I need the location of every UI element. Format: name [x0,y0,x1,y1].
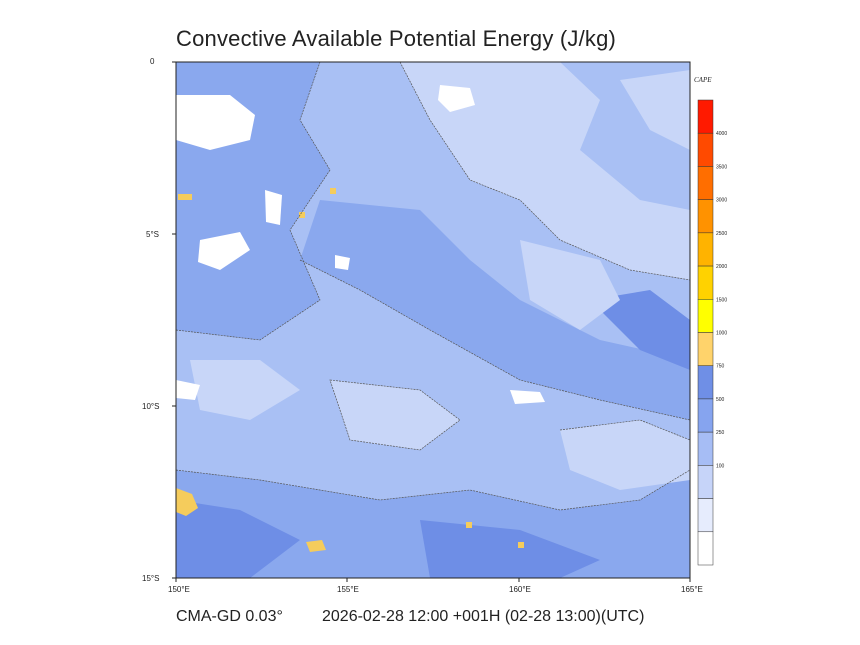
colorbar-swatch [697,232,714,267]
x-tick-label: 165°E [681,585,703,594]
chart-title: Convective Available Potential Energy (J… [176,26,617,51]
colorbar-swatch [697,132,714,167]
colorbar-label: 100 [716,463,725,469]
y-tick-label: 5°S [146,230,159,239]
colorbar-swatch [697,365,714,400]
cape-field [176,62,690,578]
y-axis: 0 5°S 10°S 15°S [142,57,176,583]
colorbar-swatch [697,465,714,499]
colorbar-label: 2500 [716,231,727,237]
y-tick-label: 0 [150,57,155,66]
x-tick-label: 155°E [337,585,359,594]
map-frame [175,61,691,579]
colorbar-swatch [697,431,714,466]
colorbar-swatch [697,332,714,366]
colorbar-label: 4000 [716,131,727,137]
colorbar-label: 250 [716,430,725,436]
colorbar-label: 3000 [716,198,727,204]
colorbar-label: 3500 [716,164,727,170]
colorbar-swatch [697,531,714,566]
colorbar-title: CAPE [694,76,712,84]
valid-time-label: 2026-02-28 12:00 +001H (02-28 13:00)(UTC… [322,608,645,625]
colorbar-swatch [697,398,714,433]
y-tick-label: 15°S [142,574,159,583]
x-tick-label: 150°E [168,585,190,594]
colorbar-swatch [697,166,714,200]
colorbar-label: 2000 [716,264,727,270]
colorbar-swatch [697,299,714,333]
colorbar-swatch [697,265,714,300]
colorbar-swatch [697,498,714,533]
colorbar-label: 500 [716,397,725,403]
colorbar-label: 1000 [716,331,727,337]
y-tick-label: 10°S [142,402,159,411]
x-axis: 150°E 155°E 160°E 165°E [168,578,703,594]
x-tick-label: 160°E [509,585,531,594]
colorbar-swatch [697,199,714,234]
colorbar-label: 750 [716,364,725,370]
colorbar-label: 1500 [716,297,727,303]
model-label: CMA-GD 0.03° [176,608,283,625]
colorbar-swatch [697,99,714,134]
colorbar: CAPE 4000 3500 3000 2500 2000 1500 1000 750 500 2… [694,76,727,566]
